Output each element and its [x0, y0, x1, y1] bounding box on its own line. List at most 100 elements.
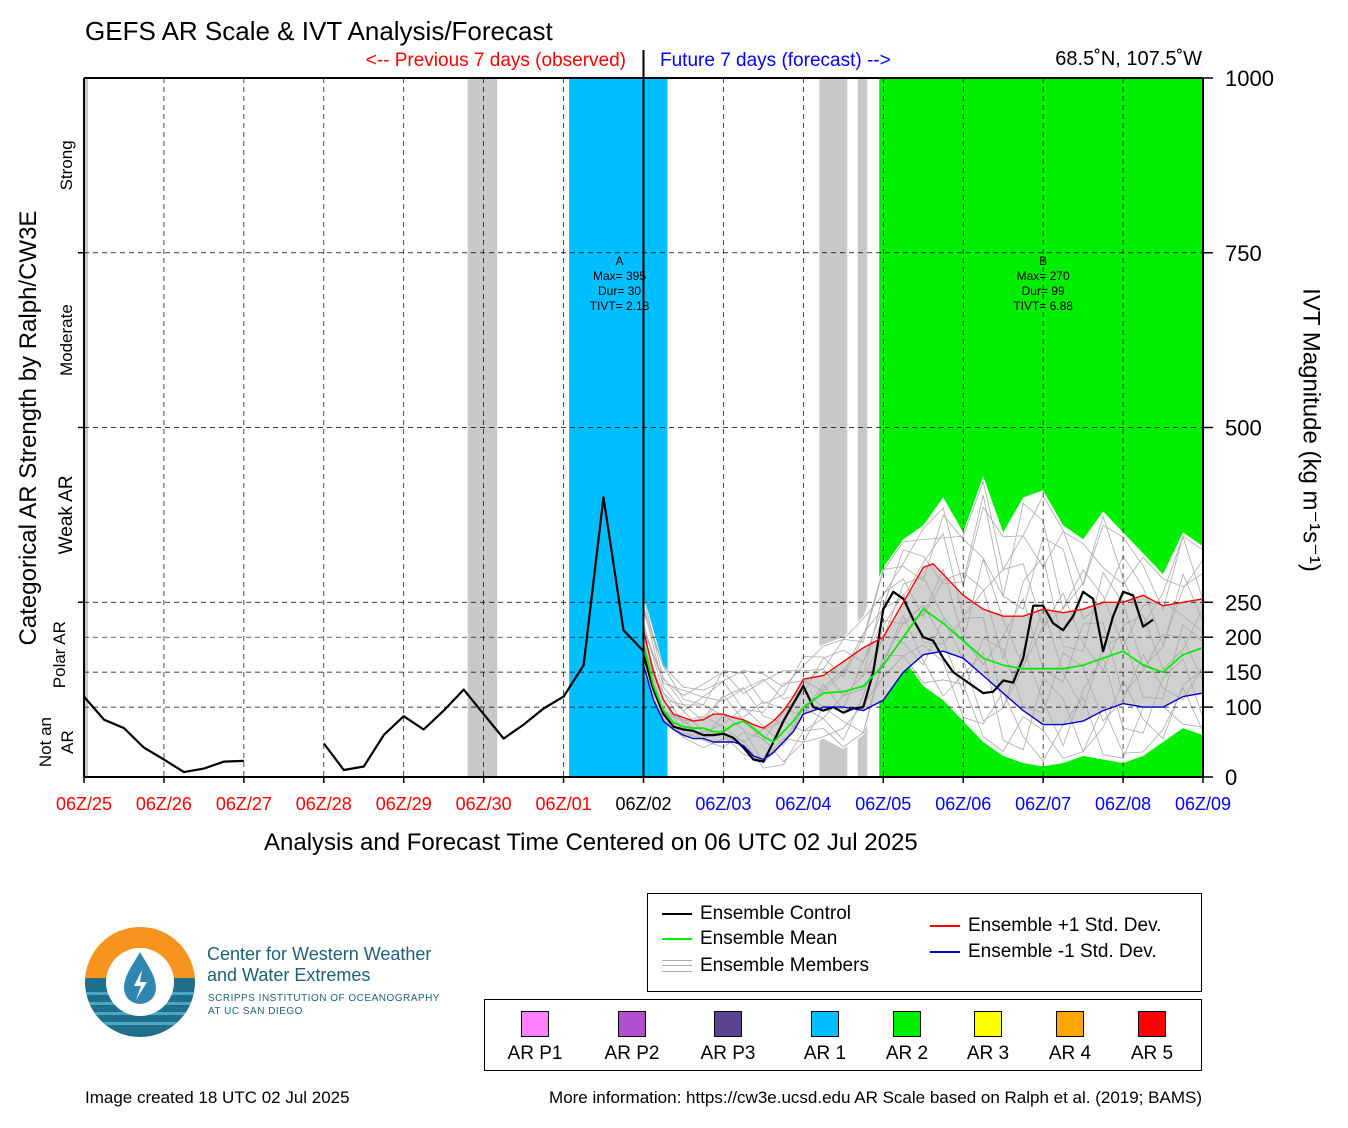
category-ar-4-label: AR 4 — [1048, 1043, 1092, 1064]
x-tick-label: 06Z/09 — [1175, 794, 1231, 814]
category-ar-1: AR 1 — [785, 1011, 865, 1065]
legend-plus-std-swatch — [930, 925, 960, 927]
y-tick-label: 500 — [1225, 416, 1262, 441]
location-label: 68.5˚N, 107.5˚W — [1055, 48, 1202, 70]
category-ar-p2-label: AR P2 — [604, 1043, 660, 1064]
previous-days-label: <-- Previous 7 days (observed) — [365, 50, 626, 71]
category-ar-5-swatch — [1138, 1011, 1166, 1037]
y-tick-label: 250 — [1225, 590, 1262, 615]
ensemble-member-line — [643, 644, 1204, 762]
legend-control: Ensemble Control — [662, 903, 851, 925]
ar-event-A-annotation: A — [616, 254, 624, 268]
footer-info: More information: https://cw3e.ucsd.edu … — [549, 1088, 1202, 1107]
legend-members-swatch — [662, 960, 692, 972]
category-ar-p3-label: AR P3 — [700, 1043, 756, 1064]
future-days-label: Future 7 days (forecast) --> — [660, 50, 891, 71]
category-ar-3: AR 3 — [948, 1011, 1028, 1065]
category-ar-5-label: AR 5 — [1130, 1043, 1174, 1064]
legend-minus-std-label: Ensemble -1 Std. Dev. — [968, 941, 1157, 962]
category-ar-p2: AR P2 — [592, 1011, 672, 1065]
line-legend: Ensemble Control Ensemble Mean Ensemble … — [647, 893, 1202, 992]
category-ar-1-label: AR 1 — [803, 1043, 847, 1064]
category-ar-1-swatch — [811, 1011, 839, 1037]
footer-created: Image created 18 UTC 02 Jul 2025 — [85, 1088, 350, 1107]
legend-members-label: Ensemble Members — [700, 955, 869, 976]
series-ensemble-control — [642, 590, 1154, 763]
logo-line-3: SCRIPPS INSTITUTION OF OCEANOGRAPHY — [208, 993, 440, 1004]
category-ar-4-swatch — [1056, 1011, 1084, 1037]
category-label: AR — [58, 730, 77, 754]
x-tick-label: 06Z/03 — [695, 794, 751, 814]
series-ensemble-control — [83, 695, 244, 774]
legend-plus-std: Ensemble +1 Std. Dev. — [930, 915, 1161, 937]
category-ar-4: AR 4 — [1030, 1011, 1110, 1065]
legend-minus-std: Ensemble -1 Std. Dev. — [930, 941, 1157, 963]
category-ar-p2-swatch — [618, 1011, 646, 1037]
ensemble-member-line — [643, 618, 1204, 764]
category-ar-2-label: AR 2 — [885, 1043, 929, 1064]
category-ar-p3: AR P3 — [688, 1011, 768, 1065]
series-ensemble-control — [322, 496, 645, 772]
series-ensemble-mean — [642, 608, 1204, 743]
logo-line-2: and Water Extremes — [207, 965, 371, 985]
legend-mean-swatch — [662, 938, 692, 940]
x-tick-label: 06Z/07 — [1015, 794, 1071, 814]
ar-event-A-annotation: Dur= 30 — [598, 284, 641, 298]
y-axis-left-label: Categorical AR Strength by Ralph/CW3E — [15, 210, 42, 646]
ar-event-B-annotation: B — [1039, 254, 1047, 268]
series-ensemble-1-std-dev- — [642, 563, 1204, 729]
ensemble-member-line — [643, 502, 1204, 706]
x-tick-label: 06Z/05 — [855, 794, 911, 814]
category-ar-2: AR 2 — [867, 1011, 947, 1065]
ar-event-B-annotation: Dur= 99 — [1022, 284, 1065, 298]
ensemble-member-line — [643, 604, 1204, 743]
y-tick-label: 1000 — [1225, 66, 1274, 91]
ensemble-member-line — [643, 495, 1204, 702]
legend-plus-std-label: Ensemble +1 Std. Dev. — [968, 915, 1162, 936]
category-label: Moderate — [57, 304, 76, 376]
x-tick-label: 06Z/04 — [775, 794, 831, 814]
ensemble-member-line — [643, 593, 1204, 747]
ivt-chart: 06Z/25 06Z/26 06Z/27 06Z/28 06Z/29 06Z/30 06Z/… — [36, 50, 1274, 814]
x-tick-label: 06Z/02 — [615, 794, 671, 814]
legend-minus-std-swatch — [930, 951, 960, 953]
y-axis-right-text: IVT Magnitude (kg m⁻¹s⁻¹) — [1297, 288, 1325, 572]
category-label: Weak AR — [56, 475, 77, 554]
x-tick-label: 06Z/25 — [56, 794, 112, 814]
legend-members: Ensemble Members — [662, 955, 869, 977]
legend-mean-label: Ensemble Mean — [700, 928, 838, 949]
y-tick-label: 0 — [1225, 765, 1237, 790]
category-ar-p1-swatch — [521, 1011, 549, 1037]
y-tick-label: 100 — [1225, 695, 1262, 720]
x-tick-label: 06Z/01 — [536, 794, 592, 814]
category-ar-5: AR 5 — [1112, 1011, 1192, 1065]
x-tick-label: 06Z/27 — [216, 794, 272, 814]
x-tick-label: 06Z/29 — [376, 794, 432, 814]
x-tick-label: 06Z/08 — [1095, 794, 1151, 814]
ar-event-A-annotation: Max= 395 — [593, 269, 646, 283]
ensemble-member-line — [643, 506, 1204, 697]
legend-mean: Ensemble Mean — [662, 928, 837, 950]
ar-event-A-annotation: TIVT= 2.18 — [590, 299, 650, 313]
y-tick-label: 200 — [1225, 625, 1262, 650]
category-ar-p3-swatch — [714, 1011, 742, 1037]
legend-control-label: Ensemble Control — [700, 903, 852, 924]
logo-line-1: Center for Western Weather — [207, 944, 432, 964]
category-ar-2-swatch — [893, 1011, 921, 1037]
ar-event-B-annotation: TIVT= 6.88 — [1013, 299, 1073, 313]
ensemble-member-line — [643, 532, 1204, 713]
x-tick-label: 06Z/30 — [456, 794, 512, 814]
logo-line-4: AT UC SAN DIEGO — [208, 1006, 303, 1017]
chart-title: GEFS AR Scale & IVT Analysis/Forecast — [85, 16, 553, 46]
category-label: Not an — [36, 717, 55, 767]
category-ar-3-label: AR 3 — [966, 1043, 1010, 1064]
x-tick-label: 06Z/28 — [296, 794, 352, 814]
category-ar-p1: AR P1 — [495, 1011, 575, 1065]
x-tick-label: 06Z/06 — [935, 794, 991, 814]
ar-event-B-annotation: Max= 270 — [1017, 269, 1070, 283]
cw3e-logo-icon — [85, 927, 195, 1037]
category-legend: AR P1 AR P2 AR P3 AR 1 AR 2 AR 3 AR 4 AR… — [484, 999, 1202, 1071]
category-label: Strong — [57, 140, 76, 190]
series-ensemble-1-std-dev- — [642, 650, 1204, 761]
y-axis-right-label: IVT Magnitude (kg m⁻¹s⁻¹) — [1297, 288, 1326, 572]
